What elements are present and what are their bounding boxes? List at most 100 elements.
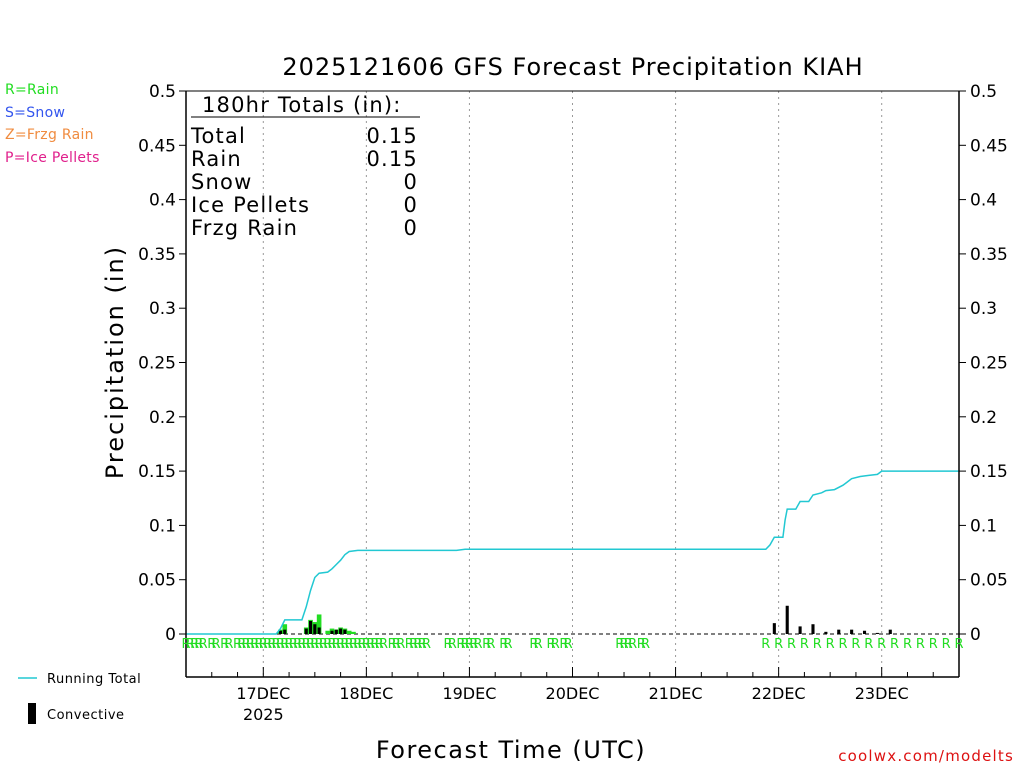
y-tick-label-left: 0.5 [149,82,176,102]
ptype-mark: R [199,637,208,652]
ptype-mark: R [504,637,513,652]
ptype-mark: R [370,637,379,652]
ptype-mark: R [413,637,422,652]
ptype-mark: R [276,637,285,652]
ptype-mark: R [336,637,345,652]
ptype-mark: R [186,637,195,652]
ptype-mark: R [456,637,465,652]
convective-bar [339,628,343,634]
ptype-mark: R [624,637,633,652]
y-tick-label-right: 0.25 [970,354,1008,374]
ptype-mark: R [486,637,495,652]
series-legend-label: Convective [47,708,125,723]
ptype-mark: R [379,637,388,652]
ptype-mark: R [242,637,251,652]
precip-bar [351,631,356,634]
ptype-mark: R [349,637,358,652]
ptype-legend-item: Z=Frzg Rain [5,127,94,143]
y-tick-label-right: 0.15 [970,462,1008,482]
ptype-mark: R [628,637,637,652]
ptype-mark: R [813,637,822,652]
ptype-mark: R [332,637,341,652]
convective-bar [313,624,317,634]
ptype-mark: R [345,637,354,652]
precip-bar [316,614,322,634]
series-legend-label: Running Total [47,672,141,687]
chart-title: 2025121606 GFS Forecast Precipitation KI… [282,53,863,81]
ptype-mark: R [280,637,289,652]
precip-bar [346,630,352,634]
y-tick-label-left: 0.4 [149,191,176,211]
ptype-mark: R [903,637,912,652]
ptype-mark: R [237,637,246,652]
ptype-mark: R [529,637,538,652]
y-tick-label-left: 0.25 [138,354,176,374]
ptype-mark: R [272,637,281,652]
ptype-mark: R [259,637,268,652]
ptype-mark: R [285,637,294,652]
ptype-mark: R [551,637,560,652]
y-tick-label-left: 0.3 [149,299,176,319]
ptype-mark: R [358,637,367,652]
convective-bar [850,629,854,634]
totals-row-value: 0.15 [366,147,418,171]
ptype-mark: R [388,637,397,652]
ptype-mark: R [473,637,482,652]
ptype-mark: R [916,637,925,652]
totals-row-label: Frzg Rain [191,216,298,240]
y-tick-label-right: 0.2 [970,408,997,428]
y-tick-label-right: 0.4 [970,191,997,211]
convective-bar [772,623,776,634]
convective-bar [317,627,321,634]
convective-bar [343,629,347,634]
y-tick-label-right: 0.35 [970,245,1008,265]
ptype-mark: R [826,637,835,652]
ptype-mark: R [864,637,873,652]
totals-row-label: Rain [191,147,242,171]
totals-row-label: Ice Pellets [191,193,310,217]
y-tick-label-left: 0.45 [138,136,176,156]
y-tick-label-right: 0.45 [970,136,1008,156]
ptype-mark: R [422,637,431,652]
ptype-mark: R [839,637,848,652]
ptype-mark: R [375,637,384,652]
ptype-mark: R [181,637,190,652]
y-tick-label-left: 0.15 [138,462,176,482]
y-tick-label-left: 0.35 [138,245,176,265]
ptype-mark: R [396,637,405,652]
ptype-mark: R [448,637,457,652]
ptype-mark: R [190,637,199,652]
ptype-mark: R [319,637,328,652]
totals-row-label: Total [190,124,246,148]
ptype-mark: R [289,637,298,652]
ptype-mark: R [465,637,474,652]
convective-bar [283,629,287,634]
ptype-mark: R [392,637,401,652]
y-tick-label-right: 0.5 [970,82,997,102]
ptype-mark: R [461,637,470,652]
ptype-mark: R [774,637,783,652]
ptype-mark: R [306,637,315,652]
ptype-mark: R [800,637,809,652]
y-tick-label-right: 0 [970,625,981,645]
precip-bar [325,630,331,634]
ptype-mark: R [323,637,332,652]
ptype-mark: R [851,637,860,652]
precip-bar [282,624,288,634]
ptype-mark: R [877,637,886,652]
ptype-mark: R [220,637,229,652]
totals-header: 180hr Totals (in): [202,93,402,117]
ptype-mark: R [787,637,796,652]
y-tick-label-left: 0.1 [149,516,176,536]
convective-bar [278,630,283,634]
ptype-mark: R [559,637,568,652]
convective-bar [888,629,892,634]
ptype-mark: R [499,637,508,652]
ptype-mark: R [340,637,349,652]
totals-row-value: 0 [403,216,418,240]
ptype-mark: R [534,637,543,652]
ptype-mark: R [469,637,478,652]
ptype-mark: R [233,637,242,652]
ptype-mark: R [250,637,259,652]
